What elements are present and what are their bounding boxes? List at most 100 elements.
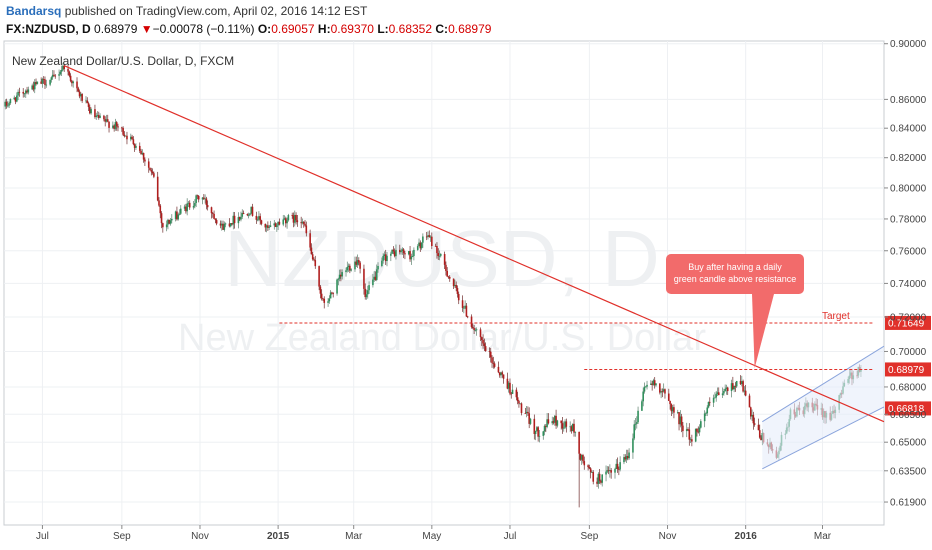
candle-body: [619, 462, 621, 470]
candle-body: [18, 91, 21, 93]
price-axis[interactable]: 0.90000 0.86000 0.84000 0.82000 0.80000 0.780…: [884, 39, 927, 509]
candle-body: [62, 65, 64, 70]
candle-body: [285, 218, 287, 224]
candle-body: [211, 213, 214, 214]
candle-body: [54, 75, 57, 77]
candle-body: [383, 254, 386, 256]
candle-body: [176, 211, 178, 220]
candle-body: [583, 461, 586, 466]
time-axis[interactable]: Jul Sep Nov 2015 Mar May Jul Sep Nov 2016 Mar: [36, 525, 832, 542]
candle-body: [685, 429, 688, 432]
y-tick-label: 0.78000: [890, 214, 927, 225]
candle-body: [607, 470, 610, 472]
candle-body: [618, 469, 620, 470]
candle-body: [220, 223, 223, 226]
candle-body: [744, 390, 747, 396]
x-tick-label: 2016: [735, 531, 758, 542]
candle-body: [642, 391, 644, 402]
candle-body: [373, 276, 375, 280]
candle-body: [644, 386, 647, 388]
candle-body: [751, 414, 753, 417]
candle-body: [372, 279, 374, 286]
channel-lower-line: [762, 406, 885, 470]
candle-body: [63, 65, 66, 69]
candle-body: [428, 235, 431, 237]
candle-body: [543, 425, 546, 432]
candle-body: [67, 68, 69, 72]
candle-body: [425, 236, 428, 238]
candle-body: [489, 351, 492, 358]
candle-body: [564, 421, 566, 428]
candle-body: [214, 218, 217, 221]
candle-body: [448, 276, 451, 279]
candle-body: [454, 284, 456, 287]
candle-body: [114, 122, 117, 129]
close-label: C:: [435, 22, 449, 36]
candle-body: [14, 97, 17, 102]
y-tick-label: 0.63500: [890, 466, 927, 477]
candle-body: [561, 423, 564, 429]
price-change: −0.00078 (−0.11%): [152, 22, 255, 36]
candle-body: [237, 217, 240, 224]
candle-body: [420, 242, 423, 249]
candle-body: [431, 236, 433, 246]
candle-body: [260, 220, 263, 224]
price-label-support: 0.66818: [888, 404, 925, 415]
candle-body: [741, 381, 743, 385]
symbol-label[interactable]: FX:NZDUSD, D: [6, 22, 91, 36]
candle-body: [547, 419, 550, 424]
candle-body: [491, 357, 493, 363]
candle-body: [615, 463, 618, 469]
candle-body: [363, 268, 365, 289]
candle-body: [283, 218, 286, 220]
candle-body: [518, 401, 520, 404]
candle-body: [36, 81, 39, 85]
candle-body: [515, 389, 518, 398]
candle-body: [753, 423, 756, 425]
candle-body: [733, 386, 735, 390]
candle-body: [507, 382, 510, 389]
candle-body: [734, 386, 737, 387]
candle-body: [124, 135, 127, 137]
candle-body: [536, 427, 538, 431]
price-chart[interactable]: NZDUSD, D New Zealand Dollar/U.S. Dollar…: [0, 38, 932, 550]
candle-body: [455, 284, 457, 288]
candle-body: [391, 249, 393, 254]
candle-body: [582, 455, 584, 462]
callout-pointer: [752, 294, 774, 369]
candle-body: [115, 122, 118, 127]
candle-body: [443, 254, 446, 265]
candle-body: [492, 362, 495, 364]
published-text: published on TradingView.com, April 02, …: [64, 4, 368, 18]
watermark-symbol: NZDUSD, D: [224, 214, 660, 303]
candle-body: [318, 266, 320, 287]
candle-body: [601, 474, 603, 483]
candle-body: [49, 79, 51, 85]
candle-body: [268, 227, 270, 228]
candle-body: [219, 223, 222, 226]
candle-body: [556, 420, 559, 426]
candle-body: [668, 393, 670, 401]
candle-body: [542, 431, 545, 436]
candle-body: [488, 351, 491, 352]
candle-body: [203, 197, 205, 199]
candle-body: [108, 121, 110, 128]
price-label-target: 0.71649: [888, 318, 925, 329]
candle-body: [336, 279, 338, 294]
candle-body: [401, 249, 404, 252]
candle-body: [174, 211, 177, 219]
candle-body: [310, 247, 313, 255]
author-link[interactable]: Bandarsq: [6, 4, 62, 18]
candle-body: [725, 387, 728, 389]
candle-body: [122, 128, 124, 135]
candle-body: [464, 305, 466, 308]
channel-fill: [762, 346, 884, 469]
candle-body: [393, 251, 396, 257]
candle-body: [32, 85, 35, 90]
candle-body: [104, 119, 106, 122]
candle-body: [305, 225, 308, 234]
callout-box: [666, 254, 804, 294]
candle-body: [23, 93, 26, 95]
candle-body: [519, 403, 522, 405]
candle-body: [708, 401, 711, 403]
